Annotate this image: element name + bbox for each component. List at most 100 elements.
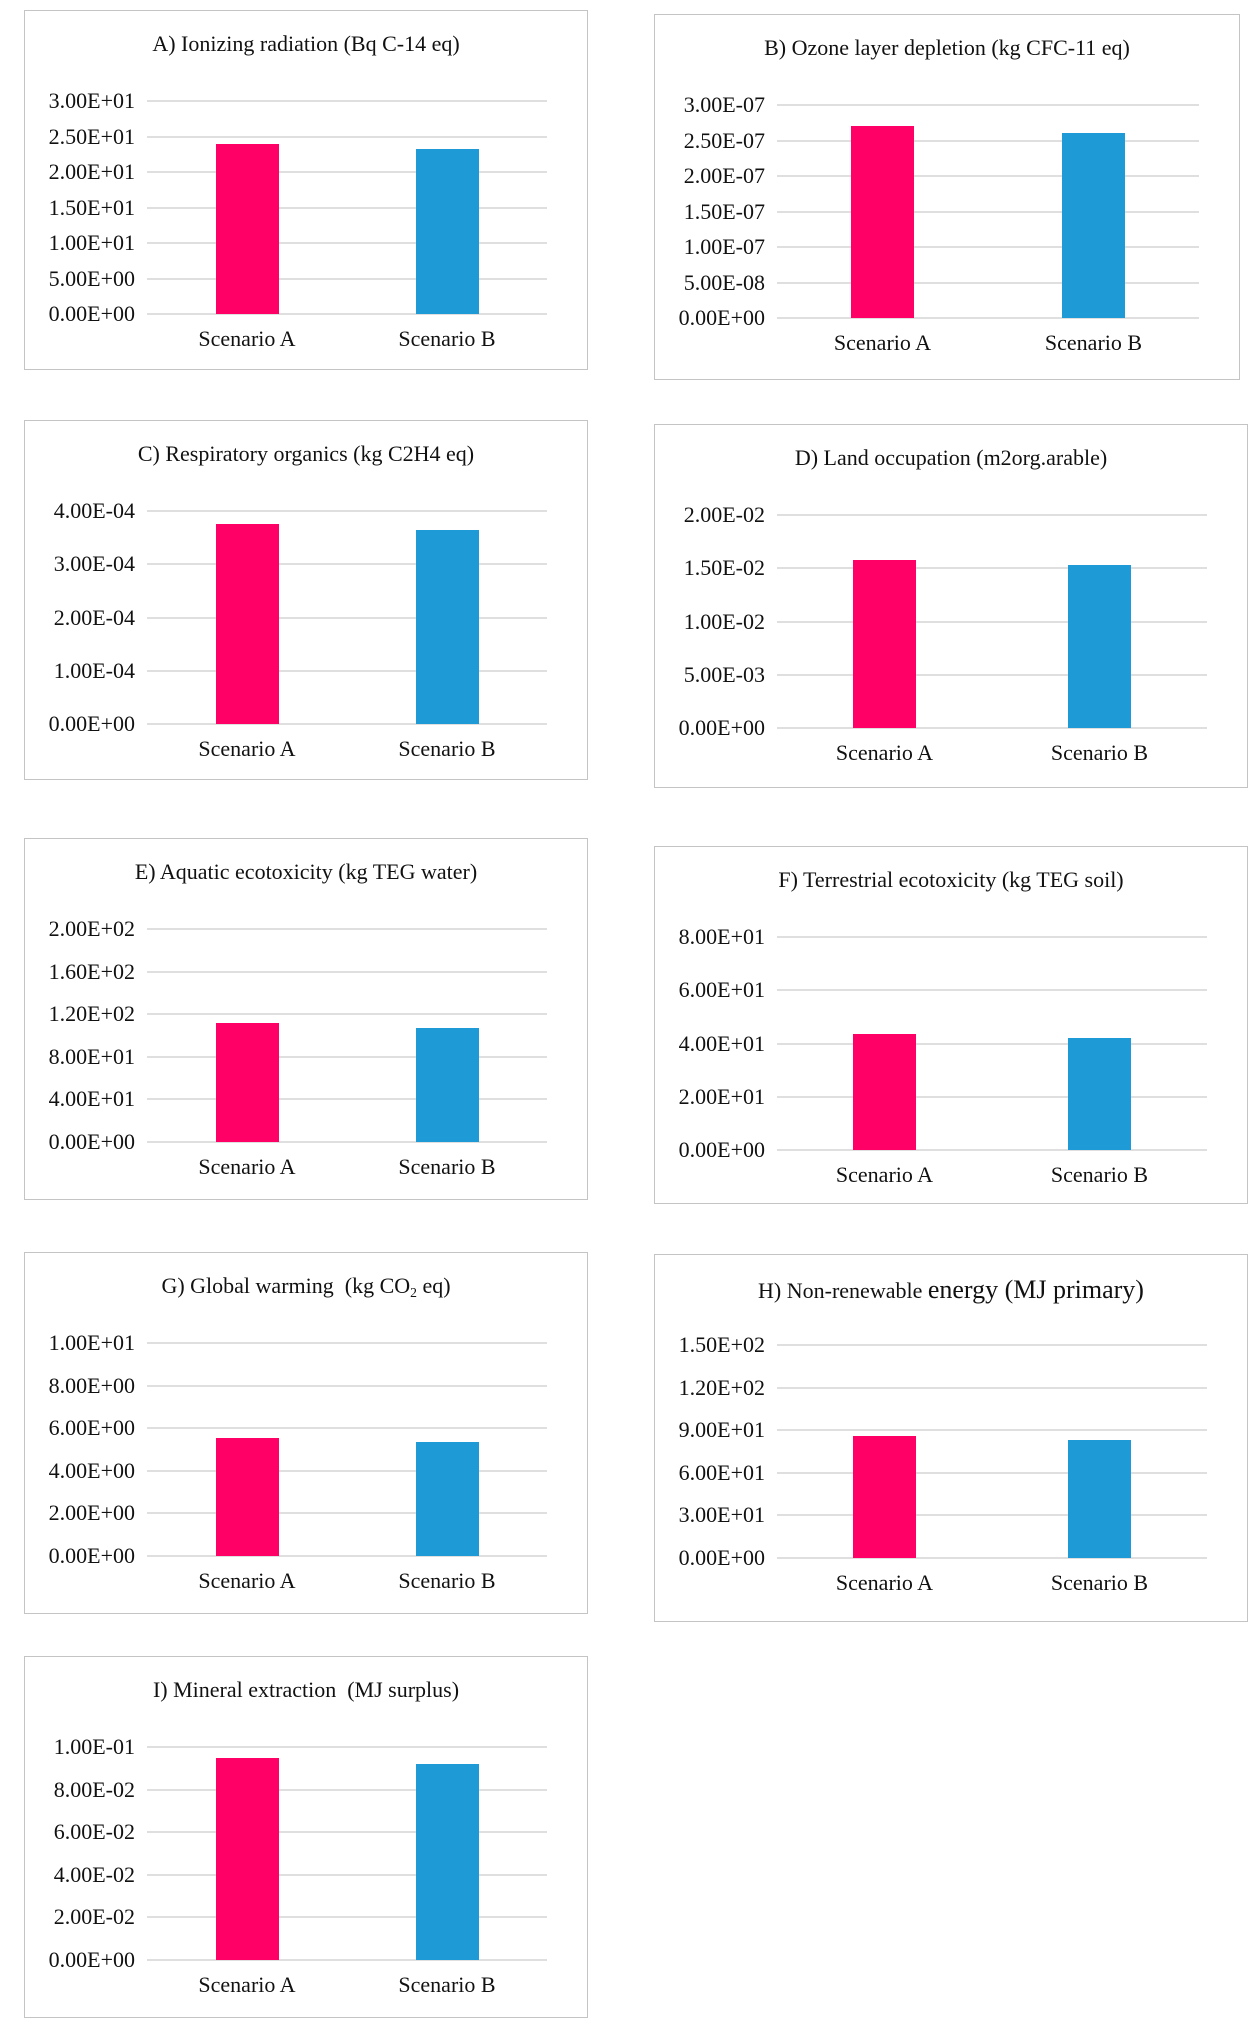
bar-scenario-a [215, 1757, 279, 1960]
gridline [777, 727, 1207, 729]
bar-scenario-a [851, 126, 914, 318]
bar-scenario-b [415, 1764, 479, 1960]
y-tick-label: 1.20E+02 [48, 1001, 135, 1027]
gridline [777, 139, 1199, 142]
plot-area-wrap: Scenario A Scenario B [147, 510, 547, 764]
gridline [777, 620, 1207, 623]
gridline [147, 510, 547, 512]
x-category-label: Scenario B [398, 1972, 496, 1997]
y-tick-label: 2.00E+01 [678, 1083, 765, 1109]
gridline [147, 1959, 547, 1961]
y-tick-label: 1.00E-07 [683, 234, 765, 259]
gridline [147, 1013, 547, 1016]
gridline [147, 1873, 547, 1876]
y-tick-label: 5.00E+00 [48, 265, 135, 291]
x-category-label: Scenario A [833, 330, 932, 355]
bar-scenario-b [1068, 1038, 1131, 1150]
chart-title-segment: H) Non-renewable [758, 1278, 928, 1303]
plot-area-wrap: Scenario A Scenario B [147, 100, 547, 354]
y-tick-label: 1.00E-01 [53, 1734, 135, 1759]
x-axis-labels: Scenario A Scenario B [777, 1150, 1207, 1190]
y-tick-label: 5.00E-03 [683, 661, 765, 687]
gridline [777, 1557, 1207, 1559]
plot-area [777, 104, 1199, 319]
y-tick-label: 8.00E+01 [48, 1043, 135, 1069]
chart-panel-a: A) Ionizing radiation (Bq C-14 eq) 3.00E+… [24, 10, 588, 370]
x-category-label: Scenario B [398, 736, 496, 761]
y-tick-label: 0.00E+00 [678, 305, 765, 330]
gridline [147, 242, 547, 244]
y-tick-label: 2.00E-02 [53, 1904, 135, 1930]
x-axis-labels: Scenario A Scenario B [147, 1556, 547, 1596]
y-tick-label: 3.00E-04 [53, 551, 135, 577]
gridline [777, 514, 1207, 516]
gridline [147, 100, 547, 102]
chart-title-segment: F) Terrestrial ecotoxicity (kg TEG soil) [778, 867, 1124, 892]
y-tick-label: 9.00E+01 [678, 1417, 765, 1443]
gridline [777, 175, 1199, 177]
plot-area [147, 1342, 547, 1557]
gridline [147, 563, 547, 566]
plot-area [777, 936, 1207, 1151]
chart-title: I) Mineral extraction (MJ surplus) [25, 1677, 587, 1703]
x-category-label: Scenario B [1044, 330, 1143, 355]
gridline [147, 928, 547, 930]
y-tick-label: 6.00E+01 [678, 1459, 765, 1485]
x-category-label: Scenario A [835, 1162, 934, 1187]
y-tick-label: 2.00E-04 [53, 604, 135, 630]
x-category-label: Scenario B [1050, 1162, 1149, 1187]
chart-title-segment: eq) [416, 1273, 451, 1298]
gridline [147, 1469, 547, 1472]
x-category-label: Scenario A [198, 1154, 296, 1179]
y-tick-label: 3.00E+01 [48, 88, 135, 113]
chart-title-segment: energy (MJ primary) [927, 1275, 1144, 1304]
y-tick-label: 4.00E+01 [48, 1086, 135, 1112]
gridline [147, 1555, 547, 1557]
chart-title: G) Global warming (kg CO2 eq) [25, 1273, 587, 1301]
gridline [777, 317, 1199, 319]
chart-title-segment: I) Mineral extraction (MJ surplus) [152, 1677, 460, 1702]
gridline [147, 723, 547, 725]
chart-title: E) Aquatic ecotoxicity (kg TEG water) [25, 859, 587, 885]
y-tick-label: 2.50E+01 [48, 123, 135, 149]
gridline [147, 1055, 547, 1058]
y-tick-label: 4.00E-02 [53, 1861, 135, 1887]
gridline [147, 1916, 547, 1919]
y-tick-label: 5.00E-08 [683, 269, 765, 295]
chart-title: F) Terrestrial ecotoxicity (kg TEG soil) [655, 867, 1247, 893]
chart-panel-b: B) Ozone layer depletion (kg CFC-11 eq) 3… [654, 14, 1240, 380]
y-tick-label: 2.00E+00 [48, 1500, 135, 1526]
y-tick-label: 4.00E-04 [53, 498, 135, 523]
x-axis-labels: Scenario A Scenario B [777, 728, 1207, 768]
plot-area [777, 1344, 1207, 1559]
x-axis-labels: Scenario A Scenario B [147, 724, 547, 764]
gridline [777, 246, 1199, 248]
gridline [147, 1831, 547, 1834]
y-tick-label: 1.50E+02 [678, 1332, 765, 1357]
y-tick-label: 0.00E+00 [678, 1137, 765, 1162]
chart-title-segment: C) Respiratory organics (kg C2H4 eq) [137, 441, 475, 466]
y-tick-label: 1.50E-07 [683, 198, 765, 224]
chart-title-segment: B) Ozone layer depletion (kg CFC-11 eq) [764, 35, 1130, 60]
chart-panel-h: H) Non-renewable energy (MJ primary) 1.50… [654, 1254, 1248, 1622]
x-category-label: Scenario A [198, 326, 296, 351]
x-axis-labels: Scenario A Scenario B [147, 314, 547, 354]
chart-panel-i: I) Mineral extraction (MJ surplus) 1.00E-… [24, 1656, 588, 2018]
gridline [777, 1042, 1207, 1045]
plot-area-wrap: Scenario A Scenario B [147, 1746, 547, 2000]
gridline [147, 277, 547, 280]
plot-area-wrap: Scenario A Scenario B [777, 936, 1207, 1190]
gridline [147, 616, 547, 619]
gridline [147, 970, 547, 973]
x-category-label: Scenario B [398, 1568, 496, 1593]
gridline [777, 1095, 1207, 1098]
bar-scenario-b [1068, 565, 1131, 728]
y-tick-label: 2.00E+02 [48, 916, 135, 941]
gridline [777, 673, 1207, 676]
gridline [147, 171, 547, 173]
y-tick-label: 1.50E+01 [48, 194, 135, 220]
gridline [147, 1427, 547, 1430]
y-tick-label: 6.00E-02 [53, 1819, 135, 1845]
gridline [147, 1788, 547, 1791]
x-category-label: Scenario A [835, 1570, 934, 1595]
